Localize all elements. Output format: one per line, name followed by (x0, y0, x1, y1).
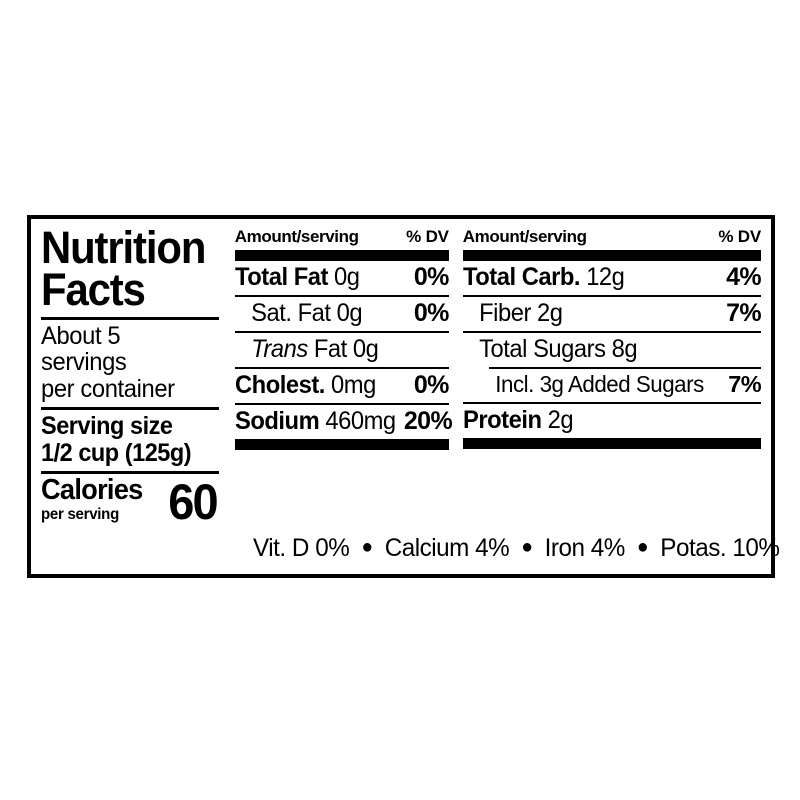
divider (234, 367, 449, 369)
sat-fat-value: 0g (336, 299, 362, 327)
table-row: Incl. 3g Added Sugars 7% (463, 369, 762, 402)
fiber-name: Fiber (478, 299, 531, 327)
table-row: Protein 2g (463, 404, 761, 438)
amount-per-serving-header: Amount/serving (462, 227, 587, 246)
page-title: Nutrition Facts (41, 222, 206, 316)
trans-fat-value: Fat 0g (313, 335, 379, 363)
amount-per-serving-header: Amount/serving (234, 227, 359, 246)
added-sugars-dv: 7% (728, 371, 761, 397)
divider (462, 295, 761, 297)
percent-dv-header: % DV (718, 227, 761, 246)
nutrient-name: Fiber 2g (463, 299, 563, 327)
calories-label: Calories (41, 474, 143, 507)
potassium-dv: 10% (732, 534, 780, 563)
bullet-icon: ● (521, 536, 533, 559)
vitamin-d-dv: 0% (315, 534, 350, 563)
iron-name: Iron (544, 534, 585, 563)
total-fat-value: 0g (333, 263, 360, 291)
micronutrients-row: Vit. D 0% ● Calcium 4% ● Iron 4% ● Potas… (31, 524, 780, 574)
nutrient-name: Trans Fat 0g (235, 335, 379, 363)
sat-fat-dv: 0% (413, 299, 450, 327)
divider-above-serving-size (41, 407, 219, 411)
micronutrients-list: Vit. D 0% ● Calcium 4% ● Iron 4% ● Potas… (253, 534, 780, 563)
table-row: Total Sugars 8g (463, 333, 761, 367)
fiber-value: 2g (536, 299, 563, 327)
label-columns: Nutrition Facts About 5 servings per con… (31, 219, 771, 530)
nutrient-name: Total Carb. 12g (462, 263, 625, 291)
added-sugars-name: Incl. 3g Added Sugars (495, 371, 704, 397)
nutrients-left-column: Amount/serving % DV Total Fat 0g 0% Sat.… (234, 227, 463, 524)
table-row: Sodium 460mg 20% (235, 405, 453, 439)
left-column-header-bar (234, 250, 449, 261)
divider (462, 331, 761, 333)
divider-above-servings (41, 316, 219, 320)
right-column-header-bar (462, 250, 761, 261)
divider (462, 401, 761, 404)
protein-name: Protein (462, 405, 542, 434)
divider-above-calories (41, 471, 219, 475)
table-row: Cholest. 0mg 0% (235, 369, 450, 403)
divider (234, 295, 449, 297)
nutrient-name: Total Sugars 8g (463, 337, 637, 362)
sodium-name: Sodium (234, 407, 320, 435)
fiber-dv: 7% (726, 299, 762, 327)
calories-value: 60 (168, 473, 218, 530)
table-row: Fiber 2g 7% (463, 297, 762, 331)
nutrient-name: Sodium 460mg (235, 409, 396, 434)
total-fat-name: Total Fat (234, 263, 328, 291)
cholesterol-value: 0mg (330, 371, 376, 399)
divider (234, 403, 449, 405)
calcium-name: Calcium (384, 534, 470, 563)
total-sugars-name: Total Sugars (478, 335, 606, 363)
nutrient-name: Total Fat 0g (235, 265, 360, 290)
vitamin-d-name: Vit. D (253, 534, 309, 563)
total-fat-dv: 0% (413, 263, 450, 291)
total-carb-name: Total Carb. (462, 263, 581, 291)
right-column-footer-bar (462, 437, 761, 449)
divider-indented (488, 367, 761, 369)
left-column-footer-bar (234, 439, 449, 450)
table-row: Total Fat 0g 0% (235, 261, 450, 295)
calcium-dv: 4% (475, 534, 510, 563)
table-row: Sat. Fat 0g 0% (235, 297, 449, 331)
sodium-value: 460mg (325, 407, 396, 435)
bullet-icon: ● (636, 536, 649, 559)
calories-row: Calories per serving 60 (41, 473, 219, 530)
total-carb-value: 12g (585, 263, 625, 291)
right-column-header: Amount/serving % DV (463, 227, 761, 250)
iron-dv: 4% (590, 534, 626, 563)
serving-information-column: Nutrition Facts About 5 servings per con… (41, 222, 235, 530)
table-row: Total Carb. 12g 4% (462, 261, 762, 295)
potassium-name: Potas. (660, 534, 727, 563)
trans-fat-name: Trans (250, 335, 308, 363)
percent-dv-header: % DV (406, 227, 449, 246)
cholesterol-dv: 0% (413, 371, 450, 399)
cholesterol-name: Cholest. (234, 371, 325, 399)
nutrients-right-column: Amount/serving % DV Total Carb. 12g 4% F… (462, 227, 762, 524)
calories-label-group: Calories per serving (41, 476, 143, 524)
nutrient-name: Cholest. 0mg (235, 373, 376, 398)
serving-size: Serving size 1/2 cup (125g) (41, 412, 192, 467)
divider (234, 331, 449, 333)
left-column-header: Amount/serving % DV (235, 227, 449, 250)
nutrition-facts-label: Nutrition Facts About 5 servings per con… (27, 215, 780, 578)
servings-per-container: About 5 servings per container (41, 321, 175, 403)
nutrient-name: Protein 2g (462, 405, 574, 434)
protein-value: 2g (547, 405, 573, 434)
table-row: Trans Fat 0g (235, 333, 449, 367)
nutrient-name: Sat. Fat 0g (235, 301, 362, 326)
calories-sublabel: per serving (41, 506, 119, 524)
sat-fat-name: Sat. Fat (250, 299, 331, 327)
total-carb-dv: 4% (726, 263, 762, 291)
sodium-dv: 20% (403, 407, 453, 435)
total-sugars-value: 8g (611, 335, 637, 363)
bullet-icon: ● (361, 536, 373, 559)
